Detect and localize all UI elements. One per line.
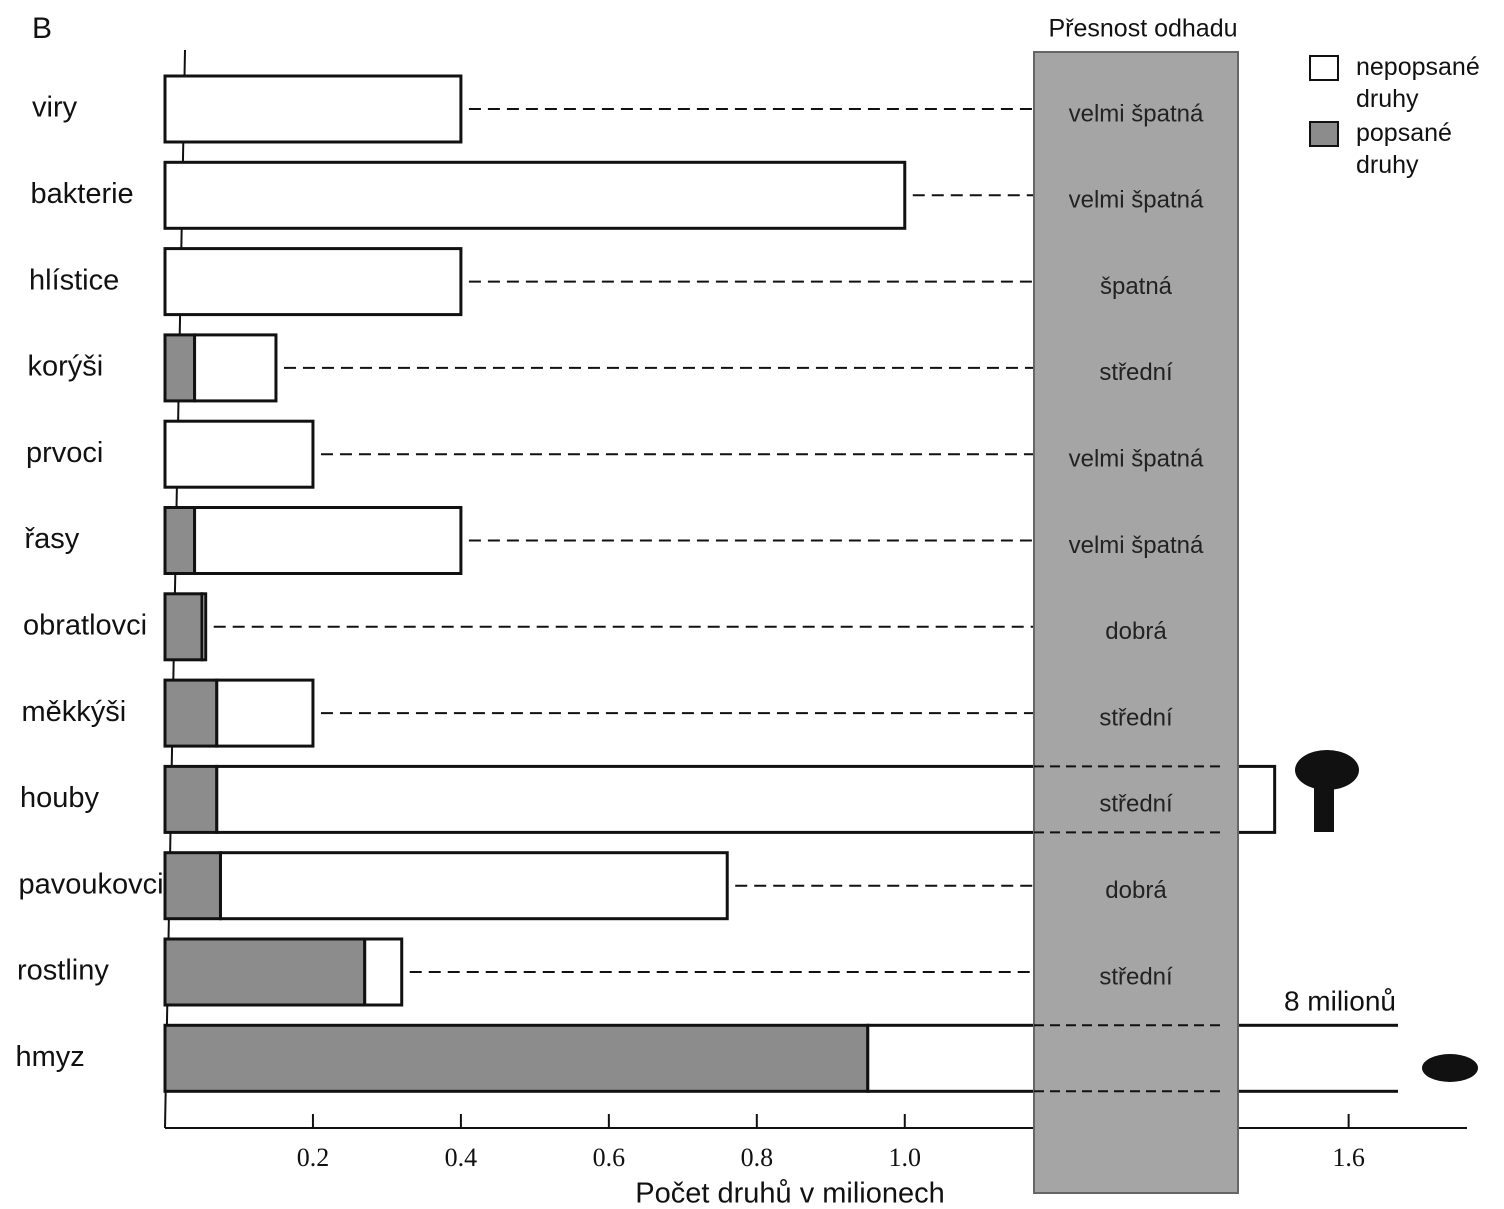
accuracy-label: velmi špatná (1069, 100, 1204, 127)
bar-segment (200, 592, 208, 662)
bar-segment (363, 937, 404, 1007)
x-tick-label: 0.8 (741, 1143, 774, 1172)
category-label: houby (20, 782, 100, 814)
bar-segment (163, 160, 907, 230)
category-label: bakterie (31, 178, 134, 210)
category-label: korýši (28, 351, 104, 383)
bar-segment (163, 74, 463, 144)
category-label: prvoci (26, 437, 103, 469)
x-tick-label: 1.0 (889, 1143, 922, 1172)
x-tick-label: 0.2 (297, 1143, 330, 1172)
accuracy-label: velmi špatná (1069, 532, 1204, 559)
category-label: obratlovci (23, 609, 147, 641)
legend-label: popsané druhy (1356, 119, 1452, 179)
category-label: řasy (25, 523, 80, 555)
x-tick-label: 0.6 (593, 1143, 626, 1172)
category-label: viry (32, 92, 78, 124)
accuracy-label: špatná (1100, 273, 1173, 300)
accuracy-label: dobrá (1105, 877, 1167, 904)
accuracy-label: střední (1099, 791, 1173, 818)
legend-swatch (1309, 55, 1339, 81)
category-label: hmyz (16, 1041, 85, 1073)
bar-segment (163, 247, 463, 317)
panel-label: B (32, 12, 52, 45)
bar-segment (163, 937, 367, 1007)
bar-segment (193, 506, 463, 575)
category-label: rostliny (17, 955, 109, 987)
bar-segment (163, 506, 197, 575)
annotation: 8 milionů (1284, 985, 1396, 1016)
bar-segment (163, 851, 222, 921)
accuracy-column (1033, 51, 1239, 1194)
x-tick-label: 0.4 (445, 1143, 478, 1172)
category-label: hlístice (29, 264, 119, 296)
accuracy-label: velmi špatná (1069, 446, 1204, 473)
beetle-icon (1422, 1054, 1478, 1082)
accuracy-label: střední (1099, 704, 1173, 731)
bar-segment (218, 851, 729, 921)
accuracy-label: střední (1099, 359, 1173, 386)
bar-segment (163, 1023, 870, 1093)
accuracy-label: střední (1099, 963, 1173, 990)
bar-segment (163, 333, 197, 403)
x-tick-label: 1.6 (1332, 1143, 1365, 1172)
category-label: měkkýši (22, 696, 127, 728)
legend-swatch (1309, 121, 1339, 147)
accuracy-label: dobrá (1105, 618, 1167, 645)
legend-label: nepopsané druhy (1356, 53, 1480, 113)
accuracy-title: Přesnost odhadu (1048, 15, 1237, 43)
mushroom-stem (1314, 780, 1334, 832)
category-label: pavoukovci (19, 868, 164, 900)
bar-segment (193, 333, 278, 403)
bar-segment (163, 678, 219, 748)
bars (163, 74, 1398, 1093)
bar-segment (163, 592, 204, 662)
bar-segment (163, 419, 315, 489)
x-axis-label: Počet druhů v milionech (635, 1178, 945, 1209)
mushroom-icon (1295, 750, 1359, 790)
bar-segment (163, 764, 219, 834)
accuracy-label: velmi špatná (1069, 187, 1204, 214)
bar-segment (215, 678, 315, 748)
